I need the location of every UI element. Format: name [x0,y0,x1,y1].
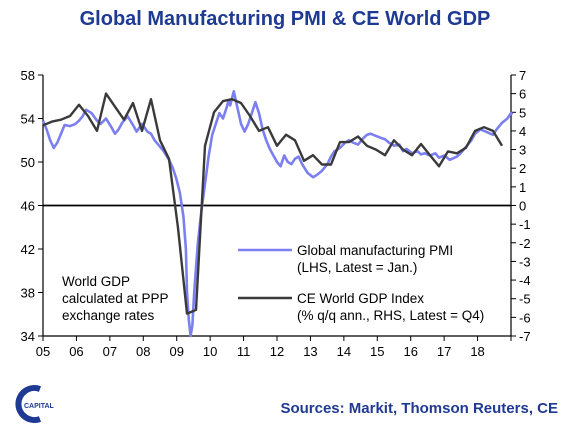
left-tick-label: 50 [21,155,35,170]
right-tick-label: -4 [519,273,531,288]
right-tick-label: -2 [519,236,531,251]
x-tick-label: 10 [203,344,217,359]
legend-label: (% q/q ann., RHS, Latest = Q4) [297,308,484,323]
right-tick-label: -3 [519,254,531,269]
x-tick-label: 15 [370,344,384,359]
legend-label: CE World GDP Index [297,291,424,306]
series-lines [41,90,514,338]
x-tick-label: 13 [303,344,317,359]
x-tick-label: 09 [169,344,183,359]
left-tick-label: 54 [21,112,35,127]
right-tick-label: 5 [519,105,526,120]
annotation: World GDP calculated at PPP exchange rates [62,274,169,323]
logo-text: CAPITAL [24,403,55,410]
legend-label: (LHS, Latest = Jan.) [297,260,417,275]
right-tick-label: -1 [519,217,531,232]
left-tick-label: 42 [21,242,35,257]
right-tick-label: 1 [519,180,526,195]
right-tick-label: 3 [519,143,526,158]
right-tick-label: 0 [519,199,526,214]
pmi-series-line [41,90,514,338]
x-tick-label: 16 [403,344,417,359]
x-tick-label: 14 [337,344,351,359]
annotation-line: exchange rates [62,308,155,323]
right-tick-label: -7 [519,329,531,344]
x-tick-label: 11 [237,344,251,359]
left-tick-label: 58 [21,68,35,83]
right-tick-label: -5 [519,292,531,307]
x-tick-label: 07 [103,344,117,359]
logo-ring [15,385,42,423]
annotation-line: World GDP [62,274,130,289]
right-tick-label: 7 [519,68,526,83]
x-tick-label: 17 [437,344,451,359]
chart-title: Global Manufacturing PMI & CE World GDP [79,8,491,30]
x-tick-label: 05 [36,344,50,359]
capital-logo: CAPITAL [15,385,55,423]
x-tick-label: 12 [270,344,284,359]
left-tick-label: 38 [21,286,35,301]
x-tick-label: 06 [69,344,83,359]
gdp-series-line [42,92,504,315]
left-tick-label: 46 [21,199,35,214]
legend-label: Global manufacturing PMI [297,243,453,258]
right-tick-label: 4 [519,124,526,139]
x-tick-label: 08 [136,344,150,359]
left-tick-label: 34 [21,329,35,344]
right-tick-label: 2 [519,161,526,176]
legend: Global manufacturing PMI (LHS, Latest = J… [238,243,484,323]
x-tick-label: 18 [470,344,484,359]
sources-note: Sources: Markit, Thomson Reuters, CE [280,400,558,417]
right-tick-label: 6 [519,87,526,102]
right-tick-label: -6 [519,310,531,325]
annotation-line: calculated at PPP [62,291,169,306]
